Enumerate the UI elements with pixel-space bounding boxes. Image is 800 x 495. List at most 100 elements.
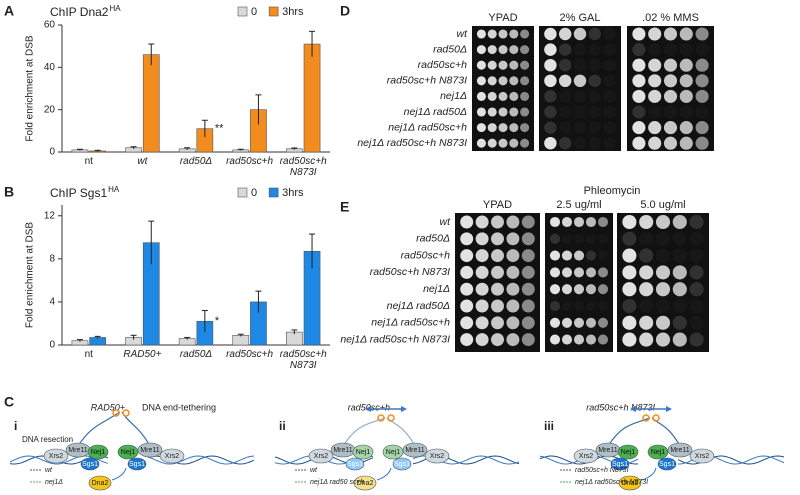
colony-spot <box>589 59 601 71</box>
colony-spot <box>509 138 519 148</box>
colony-spot <box>632 105 646 119</box>
colony-spot <box>520 45 530 55</box>
colony-spot <box>460 282 474 296</box>
colony-spot <box>498 45 508 55</box>
plate-label: YPAD <box>483 199 512 211</box>
colony-spot <box>491 299 504 313</box>
plate-header: Phleomycin <box>584 185 641 197</box>
colony-spot <box>573 74 587 88</box>
colony-spot <box>558 136 572 150</box>
x-tick-label-box: rad50sc+h N873I <box>280 156 327 178</box>
protein-label: Mre11 <box>405 447 424 454</box>
protein-label: Sgs1 <box>612 461 628 468</box>
x-tick-label-box: rad50Δ <box>180 349 212 360</box>
colony-spot <box>498 138 508 148</box>
legend-label: 3hrs <box>282 6 304 18</box>
colony-spot <box>632 74 646 88</box>
strain-label: nej1Δ rad50Δ <box>404 106 467 118</box>
colony-spot <box>475 333 489 347</box>
y-tick-label: 60 <box>44 20 56 31</box>
strain-label: nej1Δ rad50sc+h N873I <box>357 137 467 149</box>
colony-spot <box>487 29 497 39</box>
protein <box>402 442 428 458</box>
protein-label: Mre11 <box>68 447 87 454</box>
rad50-hook <box>642 414 650 422</box>
colony-spot <box>498 29 508 39</box>
colony-spot <box>589 106 601 118</box>
colony-spot <box>491 282 504 296</box>
colony-spot <box>476 60 486 70</box>
colony-spot <box>598 301 608 311</box>
colony-spot <box>622 231 637 246</box>
protein <box>573 448 599 464</box>
y-tick-label: 20 <box>44 104 56 115</box>
colony-spot <box>520 138 530 148</box>
y-tick-label: 4 <box>49 297 55 308</box>
x-tick-label-box: RAD50+ <box>123 349 161 360</box>
colony-spot <box>663 58 678 72</box>
colony-spot <box>475 232 489 246</box>
panel-label: D <box>340 3 350 19</box>
rad50-coil <box>121 411 151 447</box>
colony-spot <box>509 76 519 86</box>
protein <box>610 457 630 471</box>
colony-spot <box>689 332 704 347</box>
protein-label: Xrs2 <box>695 453 710 460</box>
x-tick-label-box: rad50Δ <box>180 156 212 167</box>
bar <box>89 337 106 346</box>
colony-spot <box>598 251 608 261</box>
colony-spot <box>648 58 662 72</box>
x-tick-label-box: nt <box>85 156 93 167</box>
bar <box>232 335 250 346</box>
protein <box>308 448 334 464</box>
colony-spot <box>597 284 609 295</box>
protein <box>80 457 100 471</box>
protein <box>392 457 412 471</box>
colony-spot <box>603 43 615 55</box>
colony-spot <box>549 284 561 295</box>
colony-spot <box>586 234 596 244</box>
rad50-coil <box>386 417 416 447</box>
colony-spot <box>506 265 520 279</box>
colony-spot <box>603 121 615 133</box>
plate <box>472 26 534 151</box>
legend-swatch <box>268 6 279 17</box>
colony-spot <box>574 43 586 55</box>
protein-label: Dna2 <box>92 480 109 487</box>
colony-spot <box>673 232 687 246</box>
strain-label: rad50Δ <box>416 233 450 245</box>
diagram-label: iii <box>544 419 554 433</box>
colony-spot <box>632 121 646 135</box>
colony-spot <box>521 215 535 229</box>
colony-spot <box>549 300 561 312</box>
x-tick-label-box: rad50sc+h <box>226 156 273 167</box>
colony-spot <box>521 299 535 313</box>
colony-spot <box>509 60 519 70</box>
colony-spot <box>498 60 508 70</box>
colony-spot <box>544 43 557 56</box>
colony-spot <box>656 249 670 263</box>
colony-spot <box>672 282 687 297</box>
y-tick-label: 40 <box>44 62 56 73</box>
title-superscript: HA <box>108 185 120 194</box>
colony-spot <box>689 214 704 230</box>
rad50-hook <box>387 414 395 422</box>
colony-spot <box>509 45 519 55</box>
colony-spot <box>574 90 586 102</box>
colony-spot <box>639 232 653 246</box>
colony-spot <box>655 315 671 330</box>
colony-spot <box>622 298 637 314</box>
inhibition <box>641 467 657 481</box>
colony-spot <box>573 216 585 228</box>
colony-spot <box>664 105 677 118</box>
colony-spot <box>561 317 573 328</box>
legend-label: 3hrs <box>282 187 304 199</box>
colony-spot <box>509 123 519 133</box>
colony-spot <box>561 284 573 295</box>
strain-label: rad50sc+h N873I <box>387 75 467 87</box>
protein <box>352 444 374 460</box>
colony-spot <box>672 265 687 280</box>
dna-strand <box>677 455 785 465</box>
colony-spot <box>487 60 497 70</box>
